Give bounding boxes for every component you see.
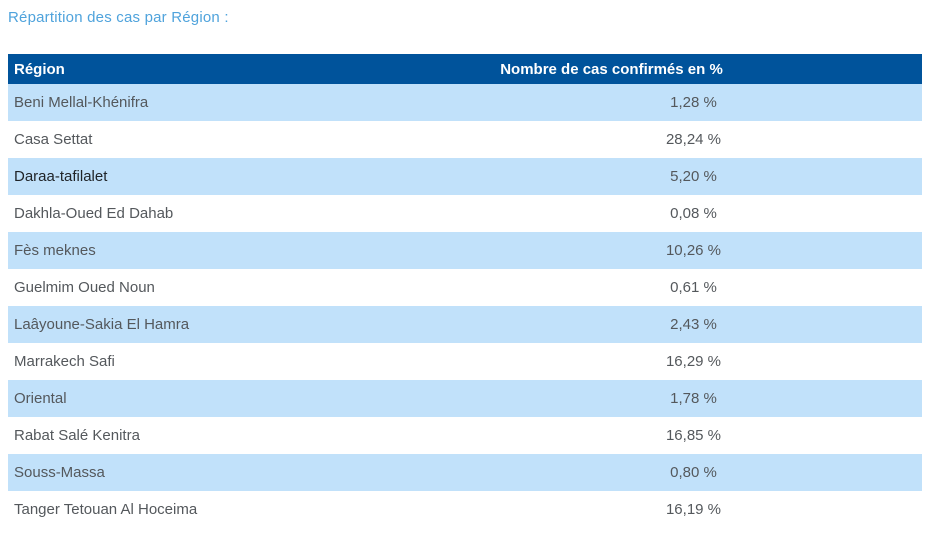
- table-row: Dakhla-Oued Ed Dahab 0,08 %: [8, 195, 922, 232]
- column-header-region-label: Région: [14, 60, 65, 78]
- region-cell: Dakhla-Oued Ed Dahab: [14, 205, 174, 222]
- region-cell: Beni Mellal-Khénifra: [14, 94, 149, 111]
- region-cell: Laâyoune-Sakia El Hamra: [14, 316, 190, 333]
- column-header-region: Région: [8, 54, 465, 84]
- region-cell: Tanger Tetouan Al Hoceima: [14, 501, 198, 518]
- value-cell: 5,20 %: [670, 168, 717, 185]
- value-cell: 16,85 %: [665, 427, 722, 444]
- table-row: Marrakech Safi 16,29 %: [8, 343, 922, 380]
- table-row: Daraa-tafilalet 5,20 %: [8, 158, 922, 195]
- value-cell: 1,28 %: [670, 94, 717, 111]
- table-row: Tanger Tetouan Al Hoceima 16,19 %: [8, 491, 922, 528]
- value-cell: 16,29 %: [665, 353, 722, 370]
- region-cell: Rabat Salé Kenitra: [14, 427, 140, 444]
- value-cell: 28,24 %: [665, 131, 722, 148]
- table-row: Rabat Salé Kenitra 16,85 %: [8, 417, 922, 454]
- value-cell: 16,19 %: [665, 501, 722, 518]
- region-cell: Daraa-tafilalet: [14, 168, 108, 185]
- region-cases-table: Région Nombre de cas confirmés en % Beni…: [8, 54, 922, 528]
- value-cell: 0,08 %: [670, 205, 717, 222]
- value-cell: 0,80 %: [670, 464, 717, 481]
- page-title: Répartition des cas par Région :: [8, 9, 229, 26]
- value-cell: 10,26 %: [665, 242, 722, 259]
- table-row: Fès meknes 10,26 %: [8, 232, 922, 269]
- value-cell: 1,78 %: [670, 390, 717, 407]
- value-cell: 0,61 %: [670, 279, 717, 296]
- region-cell: Guelmim Oued Noun: [14, 279, 155, 296]
- column-header-value: Nombre de cas confirmés en %: [465, 54, 922, 84]
- table-row: Oriental 1,78 %: [8, 380, 922, 417]
- table-row: Beni Mellal-Khénifra 1,28 %: [8, 84, 922, 121]
- region-cell: Oriental: [14, 390, 67, 407]
- region-cell: Marrakech Safi: [14, 353, 115, 370]
- table-row: Laâyoune-Sakia El Hamra 2,43 %: [8, 306, 922, 343]
- region-cell: Casa Settat: [14, 131, 93, 148]
- table-row: Guelmim Oued Noun 0,61 %: [8, 269, 922, 306]
- region-cell: Souss-Massa: [14, 464, 105, 481]
- table-row: Casa Settat 28,24 %: [8, 121, 922, 158]
- table-row: Souss-Massa 0,80 %: [8, 454, 922, 491]
- value-cell: 2,43 %: [670, 316, 717, 333]
- table-header-row: Région Nombre de cas confirmés en %: [8, 54, 922, 84]
- region-cell: Fès meknes: [14, 242, 96, 259]
- column-header-value-label: Nombre de cas confirmés en %: [500, 60, 723, 78]
